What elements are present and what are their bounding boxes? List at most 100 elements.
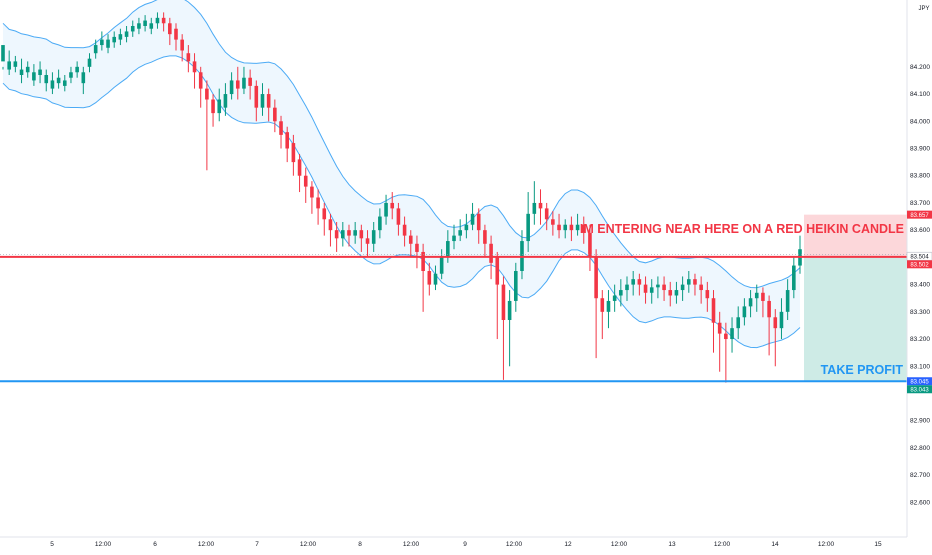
candle-body: [483, 230, 487, 244]
price-tag-label: 83.657: [910, 213, 929, 219]
candle-body: [674, 290, 679, 296]
candle-body: [415, 243, 419, 252]
candle-body: [606, 300, 611, 312]
candle-body: [100, 39, 104, 46]
currency-label: JPY: [918, 6, 929, 12]
candle-body: [557, 224, 561, 231]
candle-body: [273, 107, 277, 122]
x-tick-label: 12: [564, 541, 572, 548]
candle-body: [155, 17, 160, 24]
candle-body: [619, 290, 623, 296]
candle-body: [705, 290, 710, 299]
candle-body: [569, 224, 574, 231]
y-tick-label: 83.600: [910, 227, 930, 234]
y-tick-label: 84.100: [910, 91, 930, 98]
candle-body: [588, 232, 592, 258]
price-tag: [907, 210, 932, 219]
x-tick-label: 14: [771, 541, 779, 548]
candle-body: [143, 20, 147, 26]
x-tick-label: 8: [358, 541, 362, 548]
candle-body: [489, 243, 493, 263]
candle-body: [656, 284, 660, 288]
candle-body: [402, 224, 407, 236]
candle-body: [285, 132, 290, 149]
candle-body: [130, 26, 135, 32]
candle-body: [446, 241, 450, 258]
candle-body: [334, 230, 339, 239]
candle-body: [421, 251, 425, 271]
candle-body: [532, 202, 537, 214]
candle-body: [7, 61, 11, 70]
candle-body: [112, 36, 117, 43]
candle-body: [563, 224, 568, 231]
price-tag-label: 83.045: [910, 379, 929, 385]
y-tick-label: 82.700: [910, 472, 930, 479]
candle-body: [19, 69, 24, 75]
candle-body: [50, 80, 55, 89]
candle-body: [631, 279, 635, 285]
candle-body: [328, 219, 333, 231]
annotation-entry: IM ENTERING NEAR HERE ON A RED HEIKIN CA…: [580, 222, 904, 236]
candle-body: [297, 159, 302, 176]
stop-zone: [804, 214, 907, 257]
candle-body: [686, 279, 691, 285]
x-tick-label: 6: [153, 541, 157, 548]
candle-body: [291, 143, 296, 163]
candle-body: [32, 72, 36, 81]
candle-body: [464, 224, 469, 231]
candle-body: [248, 77, 252, 86]
candle-body: [137, 23, 141, 29]
candle-body: [371, 230, 376, 244]
candle-body: [600, 298, 605, 312]
candle-body: [38, 69, 42, 75]
candle-body: [384, 202, 388, 217]
candle-body: [458, 230, 462, 236]
candle-body: [390, 202, 395, 209]
y-tick-label: 83.900: [910, 146, 930, 153]
candle-body: [235, 80, 240, 89]
candle-body: [266, 94, 271, 108]
candle-body: [501, 284, 506, 320]
x-tick-label: 9: [463, 541, 467, 548]
candle-body: [711, 298, 716, 323]
candle-body: [662, 284, 666, 291]
candle-body: [470, 213, 475, 225]
candle-body: [44, 75, 49, 84]
candle-body: [736, 317, 741, 329]
candle-body: [767, 300, 771, 318]
candle-body: [303, 175, 308, 187]
price-axis[interactable]: JPY 84.200 84.100 84.000 83.900 83.800 83.700…: [906, 0, 932, 537]
candle-body: [680, 284, 685, 291]
time-axis[interactable]: 5 12:00 6 12:00 7 12:00 8 12:00 9 12:00 12 12:00 13 1…: [0, 536, 932, 550]
target-zone: [804, 256, 907, 382]
price-tag-label: 83.502: [910, 263, 929, 269]
price-tag-label: 83.504: [910, 255, 929, 261]
position-box: [804, 214, 907, 382]
price-tags: 83.657 83.504 83.502 83.045 83.043: [906, 210, 932, 393]
candle-body: [476, 213, 481, 231]
y-tick-label: 82.900: [910, 418, 930, 425]
candle-body: [254, 85, 259, 108]
annotation-take-profit: TAKE PROFIT: [821, 363, 904, 377]
candle-body: [625, 284, 629, 291]
candle-body: [730, 328, 734, 340]
candle-body: [699, 284, 703, 291]
candle-body: [396, 208, 401, 225]
candle-body: [643, 284, 648, 293]
candle-body: [217, 99, 222, 114]
candle-body: [513, 271, 518, 301]
candle-body: [310, 186, 314, 198]
candle-body: [62, 80, 67, 86]
y-tick-label: 82.800: [910, 445, 930, 452]
candle-body: [223, 94, 228, 108]
horizontal-lines: [0, 254, 907, 383]
candle-body: [168, 23, 172, 35]
candle-body: [792, 265, 796, 291]
candle-body: [761, 292, 765, 301]
candle-body: [637, 279, 642, 285]
candle-body: [378, 216, 382, 231]
candle-body: [81, 72, 86, 84]
y-tick-label: 83.300: [910, 309, 930, 316]
band-lower-line: [2, 55, 801, 349]
